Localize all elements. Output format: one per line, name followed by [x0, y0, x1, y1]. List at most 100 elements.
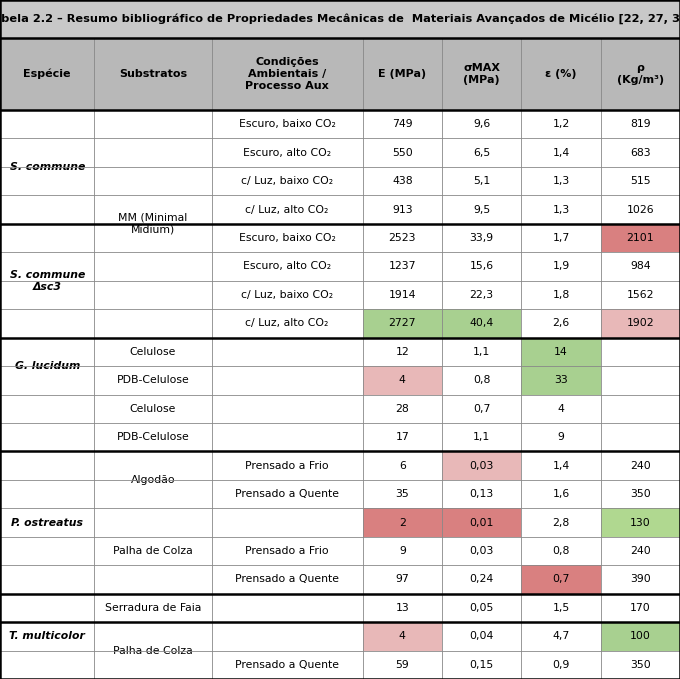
- Text: 1,7: 1,7: [552, 233, 570, 243]
- Text: 1,5: 1,5: [552, 603, 570, 613]
- Text: 438: 438: [392, 176, 413, 186]
- Text: 350: 350: [630, 489, 651, 499]
- Bar: [0, 0, 680, 38]
- Text: 0,24: 0,24: [470, 574, 494, 585]
- Bar: [442, 452, 522, 480]
- Text: 1,2: 1,2: [552, 120, 570, 129]
- Text: 35: 35: [396, 489, 409, 499]
- Text: 0,8: 0,8: [552, 546, 570, 556]
- Text: Escuro, baixo CO₂: Escuro, baixo CO₂: [239, 120, 335, 129]
- Text: c/ Luz, alto CO₂: c/ Luz, alto CO₂: [245, 204, 329, 215]
- Text: Serradura de Faia: Serradura de Faia: [105, 603, 201, 613]
- Text: Celulose: Celulose: [130, 347, 176, 357]
- Text: 1,1: 1,1: [473, 347, 490, 357]
- Text: 17: 17: [396, 432, 409, 442]
- Text: 0,9: 0,9: [552, 660, 570, 669]
- Text: 0,8: 0,8: [473, 375, 490, 385]
- Text: Prensado a Frio: Prensado a Frio: [245, 546, 329, 556]
- Text: 13: 13: [396, 603, 409, 613]
- Text: 4: 4: [399, 631, 406, 642]
- Text: 683: 683: [630, 147, 651, 158]
- Text: 2,8: 2,8: [552, 517, 570, 528]
- Text: Prensado a Quente: Prensado a Quente: [235, 660, 339, 669]
- Text: 130: 130: [630, 517, 651, 528]
- Text: 40,4: 40,4: [470, 318, 494, 329]
- Text: 1,3: 1,3: [552, 204, 570, 215]
- Text: 170: 170: [630, 603, 651, 613]
- Text: 515: 515: [630, 176, 651, 186]
- Text: 913: 913: [392, 204, 413, 215]
- Text: 33,9: 33,9: [470, 233, 494, 243]
- Bar: [362, 309, 442, 337]
- Text: Substratos: Substratos: [119, 69, 187, 79]
- Text: 15,6: 15,6: [470, 261, 494, 272]
- Bar: [522, 337, 600, 366]
- Text: σMAX
(MPa): σMAX (MPa): [463, 63, 500, 85]
- Text: c/ Luz, baixo CO₂: c/ Luz, baixo CO₂: [241, 176, 333, 186]
- Text: c/ Luz, alto CO₂: c/ Luz, alto CO₂: [245, 318, 329, 329]
- Text: 9,5: 9,5: [473, 204, 490, 215]
- Text: 6: 6: [399, 460, 406, 471]
- Text: MM (Minimal
Midium): MM (Minimal Midium): [118, 213, 188, 235]
- Text: Tabela 2.2 – Resumo bibliográfico de Propriedades Mecânicas de  Materiais Avança: Tabela 2.2 – Resumo bibliográfico de Pro…: [0, 14, 680, 24]
- Bar: [362, 366, 442, 394]
- Text: c/ Luz, baixo CO₂: c/ Luz, baixo CO₂: [241, 290, 333, 300]
- Text: 2727: 2727: [388, 318, 416, 329]
- Text: Escuro, alto CO₂: Escuro, alto CO₂: [243, 261, 331, 272]
- Bar: [600, 509, 680, 537]
- Bar: [600, 309, 680, 337]
- Text: 240: 240: [630, 460, 651, 471]
- Text: Prensado a Quente: Prensado a Quente: [235, 574, 339, 585]
- Text: 5,1: 5,1: [473, 176, 490, 186]
- Bar: [522, 366, 600, 394]
- Text: 59: 59: [396, 660, 409, 669]
- Bar: [522, 565, 600, 593]
- Text: 1562: 1562: [626, 290, 654, 300]
- Bar: [442, 509, 522, 537]
- Text: 0,15: 0,15: [470, 660, 494, 669]
- Bar: [362, 509, 442, 537]
- Text: 33: 33: [554, 375, 568, 385]
- Text: PDB-Celulose: PDB-Celulose: [117, 375, 189, 385]
- Text: 0,04: 0,04: [469, 631, 494, 642]
- Text: 1,1: 1,1: [473, 432, 490, 442]
- Text: Prensado a Quente: Prensado a Quente: [235, 489, 339, 499]
- Text: 0,03: 0,03: [469, 546, 494, 556]
- Bar: [362, 622, 442, 650]
- Text: Palha de Colza: Palha de Colza: [113, 646, 193, 655]
- Text: 550: 550: [392, 147, 413, 158]
- Text: 4: 4: [558, 404, 564, 414]
- Text: 2523: 2523: [388, 233, 416, 243]
- Text: 1,6: 1,6: [552, 489, 570, 499]
- Text: 0,7: 0,7: [552, 574, 570, 585]
- Bar: [442, 309, 522, 337]
- Text: Celulose: Celulose: [130, 404, 176, 414]
- Bar: [0, 38, 680, 110]
- Text: Prensado a Frio: Prensado a Frio: [245, 460, 329, 471]
- Text: G. lucidum: G. lucidum: [14, 361, 80, 371]
- Text: T. multicolor: T. multicolor: [10, 631, 85, 642]
- Text: 9: 9: [558, 432, 564, 442]
- Text: Algodão: Algodão: [131, 475, 175, 485]
- Text: S. commune
Δsc3: S. commune Δsc3: [10, 270, 85, 291]
- Text: 0,03: 0,03: [469, 460, 494, 471]
- Text: 97: 97: [396, 574, 409, 585]
- Bar: [600, 622, 680, 650]
- Text: 1,9: 1,9: [552, 261, 570, 272]
- Text: 9: 9: [399, 546, 406, 556]
- Text: S. commune: S. commune: [10, 162, 85, 172]
- Text: 0,05: 0,05: [469, 603, 494, 613]
- Text: Condições
Ambientais /
Processo Aux: Condições Ambientais / Processo Aux: [245, 58, 329, 90]
- Text: PDB-Celulose: PDB-Celulose: [117, 432, 189, 442]
- Text: 390: 390: [630, 574, 651, 585]
- Text: 0,13: 0,13: [470, 489, 494, 499]
- Bar: [0, 110, 680, 679]
- Text: Escuro, alto CO₂: Escuro, alto CO₂: [243, 147, 331, 158]
- Text: 819: 819: [630, 120, 651, 129]
- Text: 0,01: 0,01: [469, 517, 494, 528]
- Text: ε (%): ε (%): [545, 69, 577, 79]
- Text: 14: 14: [554, 347, 568, 357]
- Text: 350: 350: [630, 660, 651, 669]
- Text: 1,4: 1,4: [552, 460, 570, 471]
- Text: 1,3: 1,3: [552, 176, 570, 186]
